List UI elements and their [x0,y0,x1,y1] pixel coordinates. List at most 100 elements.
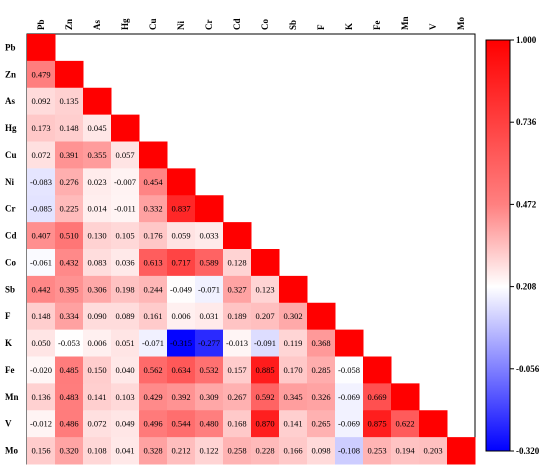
heatmap-cell [279,302,308,331]
heatmap-cell [223,275,252,304]
heatmap-cell [223,383,252,411]
cell-value-label: 0.105 [115,231,134,241]
heatmap-cell-diagonal [139,141,168,169]
cell-value-label: 0.345 [283,392,302,402]
heatmap-cell [307,383,336,411]
row-label-cr: Cr [5,204,16,214]
cell-value-label: -0.049 [170,284,192,294]
cell-value-label: -0.315 [170,338,192,348]
cell-value-label: 0.031 [199,311,218,321]
heatmap-cell [111,249,140,277]
heatmap-cell [27,168,56,196]
row-label-fe: Fe [5,365,15,375]
cell-value-label: 0.014 [87,204,107,214]
cell-value-label: -0.085 [30,204,52,214]
heatmap-cell-diagonal [251,249,280,277]
heatmap-cell [111,275,140,304]
cell-value-label: 0.258 [227,446,246,456]
heatmap-cell [195,222,224,250]
column-label-mn: Mn [400,17,410,31]
cell-value-label: 0.483 [59,392,78,402]
heatmap-cell [195,302,224,331]
row-label-f: F [5,311,11,321]
heatmap-cell [363,437,392,465]
heatmap-cell-diagonal [195,195,224,223]
heatmap-cells: 0.479 0.092 0.135 0.173 0.148 0.045 0.072 0.391… [27,34,476,465]
heatmap-cell [55,222,84,250]
cell-value-label: 0.442 [31,284,50,294]
heatmap-cell [55,410,84,438]
cell-value-label: 0.098 [311,446,330,456]
heatmap-cell [167,249,196,277]
column-label-v: V [428,23,438,30]
colorbar-tick-label: 0.472 [516,199,537,209]
cell-value-label: 0.194 [395,446,415,456]
cell-value-label: 0.355 [87,150,106,160]
heatmap-cell [55,383,84,411]
cell-value-label: 0.119 [284,338,303,348]
heatmap-cell [55,249,84,277]
cell-value-label: 0.006 [87,338,106,348]
cell-value-label: 0.050 [31,338,50,348]
heatmap-cell [391,437,420,465]
cell-value-label: 0.150 [87,365,106,375]
row-label-as: As [5,96,15,106]
heatmap-cell [111,329,140,357]
heatmap-cell [27,222,56,250]
heatmap-cell [251,437,280,465]
cell-value-label: -0.011 [114,204,136,214]
cell-value-label: 0.122 [199,446,218,456]
heatmap-cell [139,410,168,438]
heatmap-cell-diagonal [27,34,56,62]
heatmap-cell-diagonal [167,168,196,196]
heatmap-cell [139,195,168,223]
cell-value-label: 0.332 [143,204,162,214]
cell-value-label: 0.023 [87,177,106,187]
cell-value-label: 0.157 [227,365,246,375]
heatmap-cell [111,195,140,223]
cell-value-label: 0.717 [171,257,190,267]
heatmap-cell [111,383,140,411]
heatmap-cell [111,141,140,169]
heatmap-cell [279,410,308,438]
row-label-co: Co [5,257,16,267]
cell-value-label: 0.189 [227,311,246,321]
cell-value-label: -0.108 [338,446,360,456]
cell-value-label: 0.161 [143,311,162,321]
heatmap-cell [419,437,448,465]
cell-value-label: 0.148 [59,123,78,133]
heatmap-cell [55,329,84,357]
heatmap-cell [55,437,84,465]
cell-value-label: 0.368 [311,338,330,348]
heatmap-cell [27,195,56,223]
heatmap-cell [195,437,224,465]
heatmap-cell [195,329,224,357]
heatmap-cell [223,302,252,331]
heatmap-cell [139,168,168,196]
heatmap-cell [223,249,252,277]
heatmap-cell [195,356,224,384]
row-label-k: K [5,338,12,348]
heatmap-cell [55,356,84,384]
cell-value-label: 0.136 [31,392,50,402]
heatmap-cell [391,410,420,438]
heatmap-cell [139,356,168,384]
heatmap-cell [27,437,56,465]
heatmap-cell-diagonal [111,114,140,142]
cell-value-label: 0.429 [143,392,162,402]
heatmap-cell [111,222,140,250]
heatmap-cell-diagonal [363,356,392,384]
heatmap-cell [251,356,280,384]
cell-value-label: 0.108 [87,446,106,456]
cell-value-label: 0.090 [87,311,106,321]
cell-value-label: -0.091 [254,338,276,348]
column-label-co: Co [260,19,270,30]
cell-value-label: 0.544 [171,419,191,429]
cell-value-label: 0.391 [59,150,78,160]
cell-value-label: 0.156 [31,446,50,456]
cell-value-label: 0.875 [367,419,386,429]
cell-value-label: 0.006 [171,311,190,321]
heatmap-cell [83,195,112,223]
heatmap-cell-diagonal [55,60,84,89]
heatmap-cell [27,114,56,142]
